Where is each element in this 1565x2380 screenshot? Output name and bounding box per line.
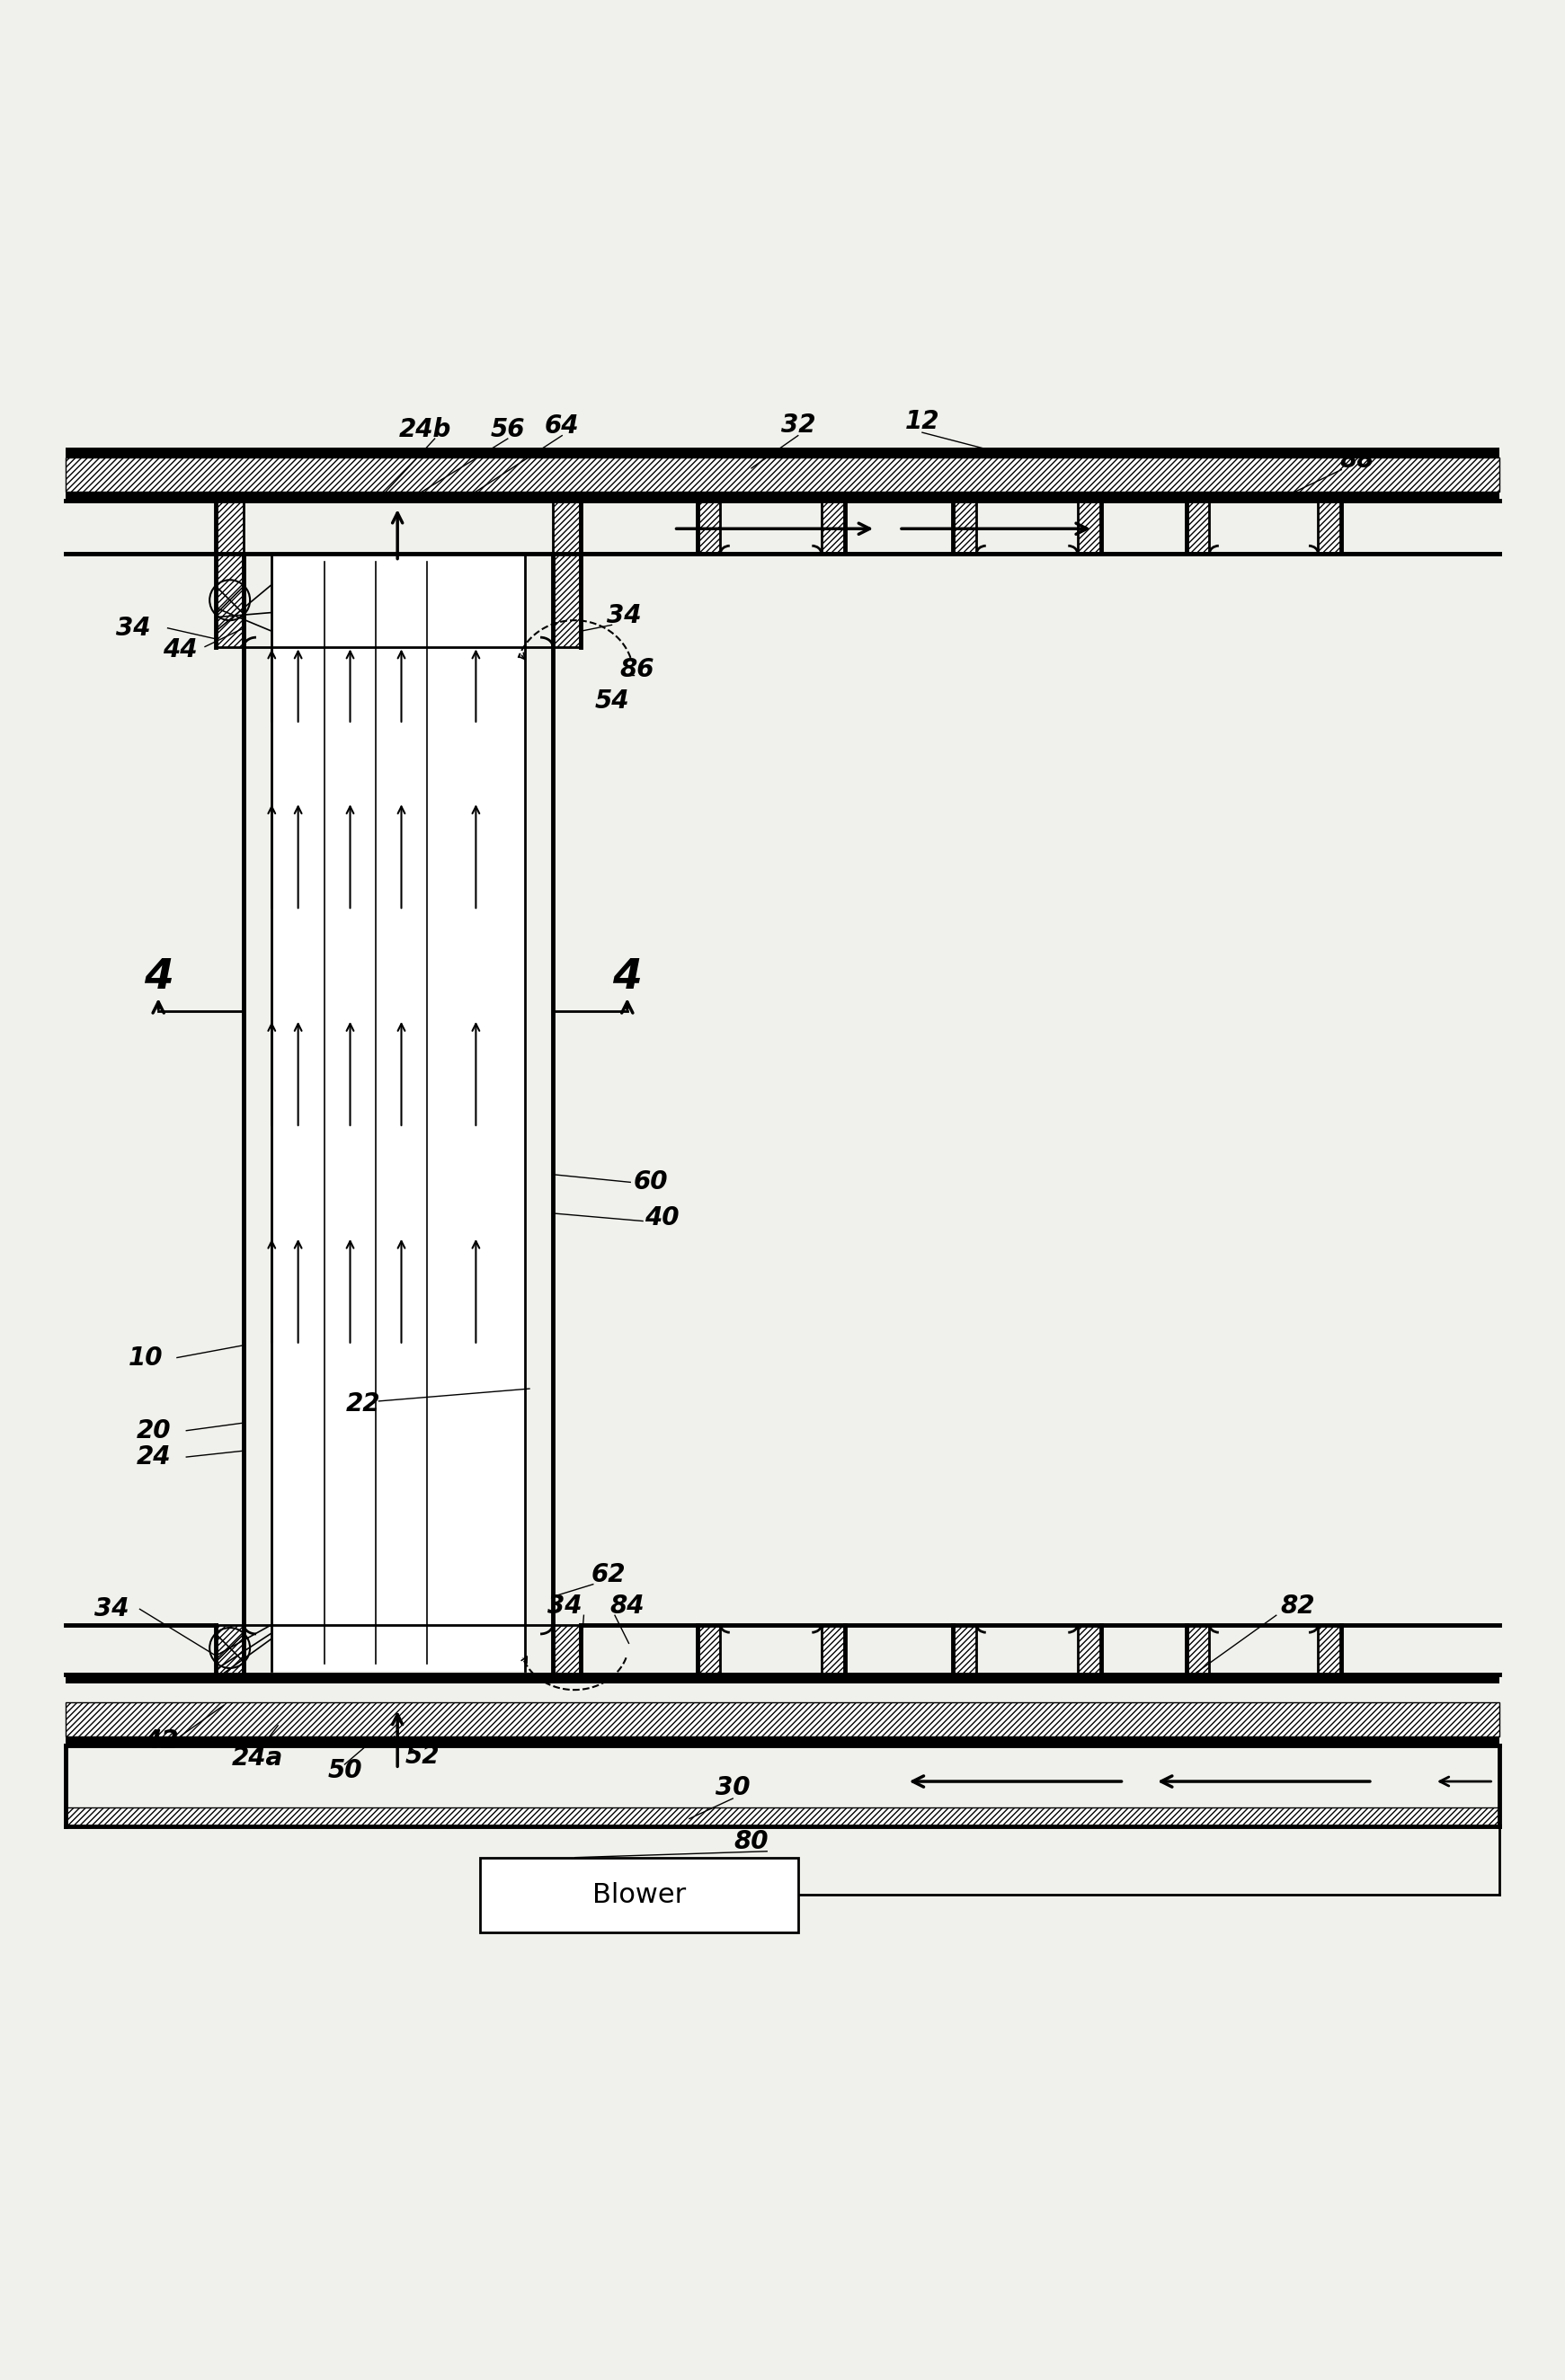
- Bar: [66, 490, 1499, 500]
- Text: 86: 86: [620, 657, 654, 683]
- Bar: [1077, 500, 1100, 555]
- Text: 30: 30: [715, 1775, 750, 1799]
- Bar: [1186, 1626, 1210, 1673]
- Text: 4: 4: [144, 957, 174, 997]
- Text: 24a: 24a: [232, 1745, 283, 1771]
- Bar: [272, 555, 524, 1671]
- Bar: [953, 1626, 977, 1673]
- Bar: [552, 500, 581, 647]
- Text: 10: 10: [128, 1345, 163, 1371]
- Bar: [822, 500, 845, 555]
- Bar: [1077, 1626, 1100, 1673]
- Bar: [552, 1626, 581, 1673]
- Text: 42: 42: [144, 1728, 178, 1754]
- Text: 54: 54: [595, 688, 629, 714]
- Bar: [216, 1626, 244, 1673]
- Text: 34: 34: [94, 1597, 130, 1621]
- Text: 82: 82: [1280, 1595, 1315, 1618]
- Text: 60: 60: [634, 1169, 668, 1195]
- Text: 40: 40: [645, 1204, 679, 1230]
- Text: 88: 88: [1340, 447, 1374, 474]
- Bar: [216, 500, 244, 647]
- Text: 34: 34: [548, 1595, 582, 1618]
- Text: 4: 4: [612, 957, 642, 997]
- Bar: [1186, 500, 1210, 555]
- Text: 52: 52: [405, 1745, 440, 1768]
- Text: Blower: Blower: [592, 1883, 685, 1909]
- Text: 12: 12: [905, 409, 939, 433]
- Bar: [1318, 1626, 1341, 1673]
- Bar: [66, 457, 1499, 490]
- Bar: [66, 1702, 1499, 1737]
- Text: 24b: 24b: [399, 416, 452, 443]
- Bar: [822, 1626, 845, 1673]
- Bar: [696, 1626, 720, 1673]
- Bar: [480, 1856, 798, 1933]
- Text: 84: 84: [610, 1595, 645, 1618]
- Text: 24: 24: [136, 1445, 171, 1468]
- Bar: [66, 1809, 1499, 1814]
- Bar: [66, 1809, 1499, 1825]
- Bar: [953, 500, 977, 555]
- Text: 34: 34: [607, 602, 642, 628]
- Bar: [1318, 500, 1341, 555]
- Bar: [66, 1737, 1499, 1745]
- Bar: [66, 1673, 1499, 1683]
- Text: 32: 32: [781, 412, 815, 438]
- Bar: [696, 500, 720, 555]
- Text: 20: 20: [136, 1418, 171, 1442]
- Text: 50: 50: [327, 1759, 362, 1783]
- Text: 80: 80: [734, 1830, 768, 1854]
- Text: 44: 44: [163, 638, 197, 662]
- Text: 62: 62: [592, 1561, 626, 1587]
- Text: 22: 22: [346, 1392, 380, 1416]
- Bar: [66, 447, 1499, 457]
- Text: 34: 34: [116, 616, 150, 640]
- Text: 64: 64: [545, 414, 579, 438]
- Text: 56: 56: [490, 416, 524, 443]
